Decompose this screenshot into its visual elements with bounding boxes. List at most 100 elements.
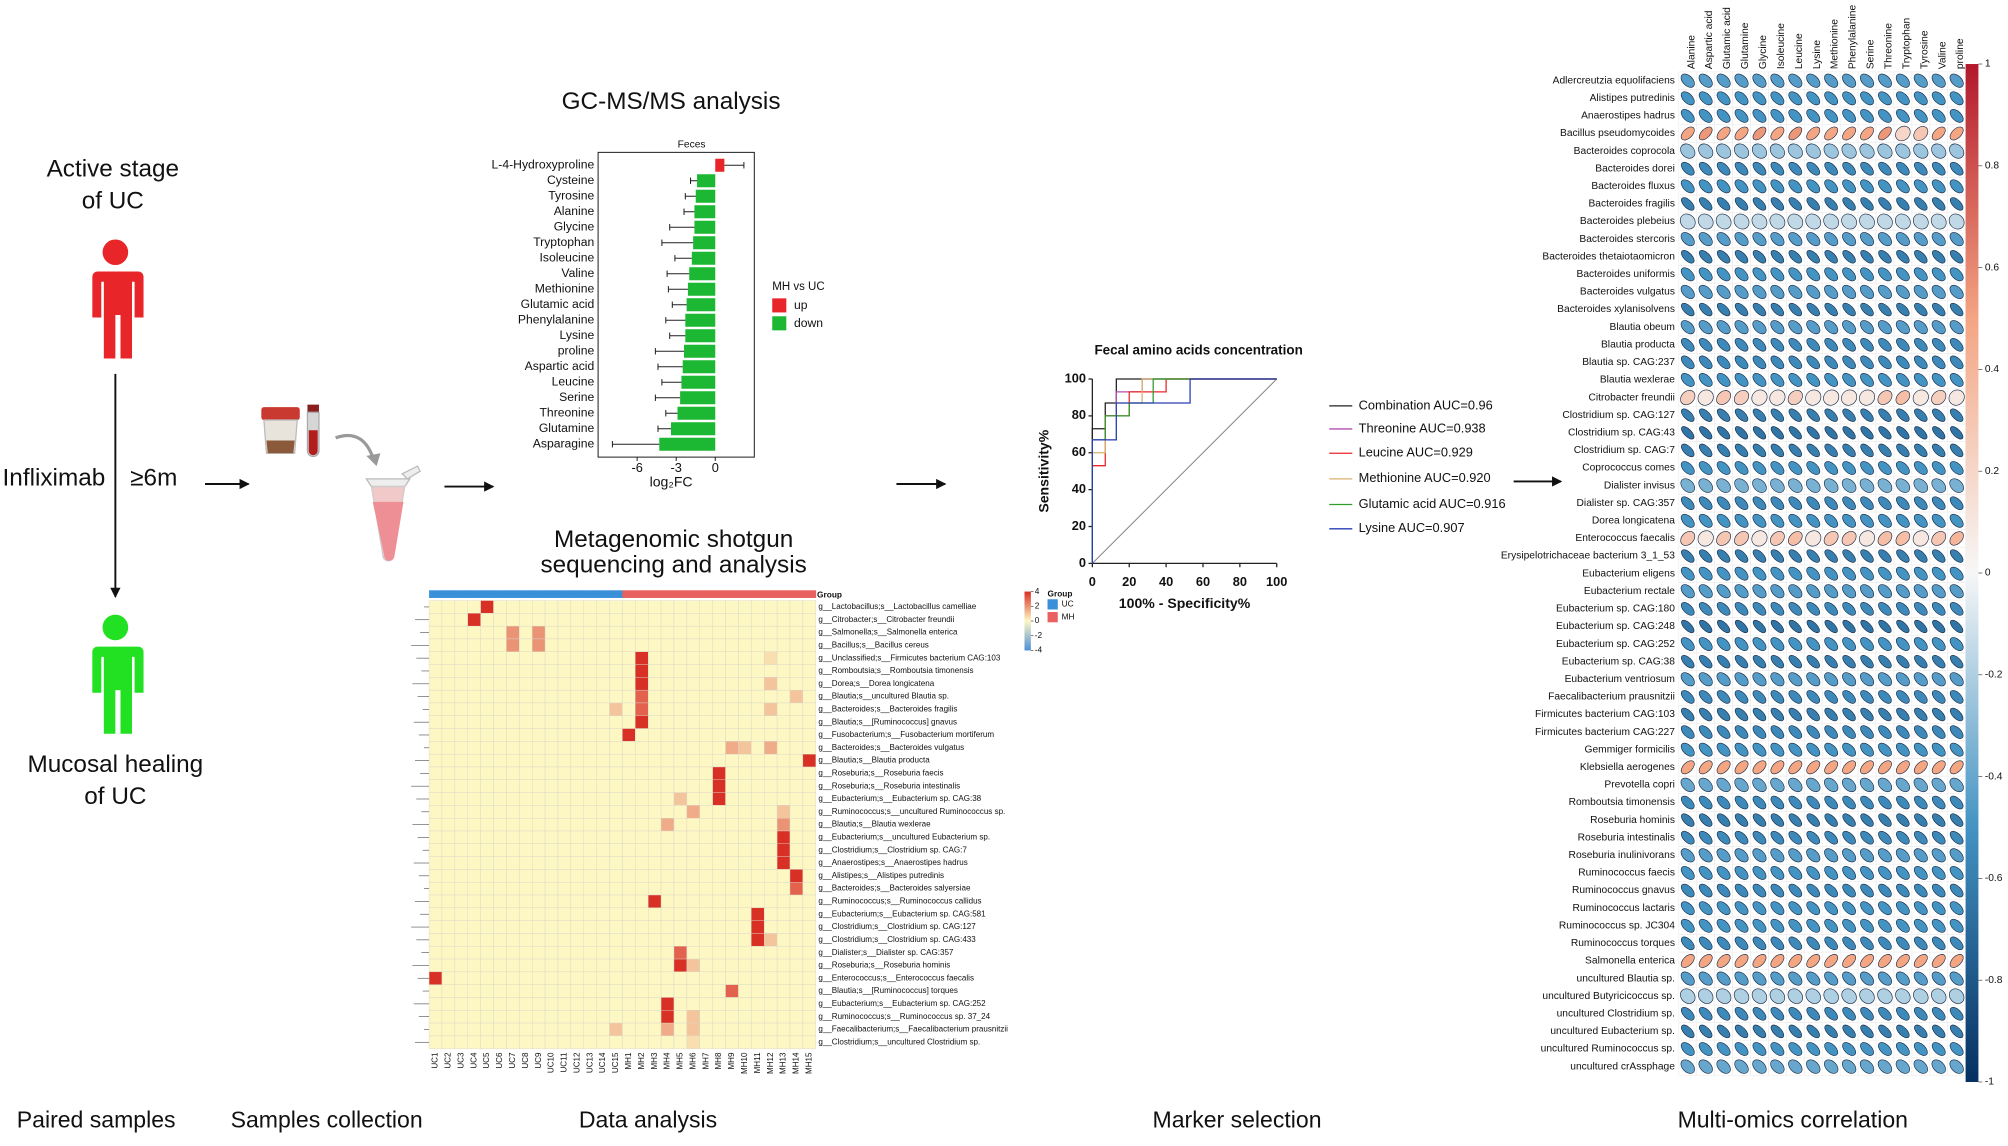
correlation-ellipse	[1859, 988, 1875, 1004]
stage-label: Mucosal healing	[28, 751, 204, 778]
correlation-ellipse	[1896, 549, 1910, 563]
correlation-ellipse	[1895, 848, 1910, 863]
column-label: UC3	[456, 1052, 465, 1069]
correlation-ellipse	[1788, 918, 1803, 933]
heatmap-cell	[789, 958, 804, 973]
heatmap-cell	[635, 664, 649, 678]
heatmap-cell	[506, 779, 520, 793]
heatmap-cell	[712, 907, 726, 921]
correlation-ellipse	[1824, 918, 1839, 933]
heatmap-cell	[596, 856, 610, 870]
correlation-ellipse	[1878, 337, 1892, 352]
heatmap-cell	[454, 702, 468, 716]
heatmap-cell	[635, 689, 649, 704]
group-bar	[570, 590, 585, 598]
heatmap-cell	[570, 792, 584, 806]
heatmap-cell	[454, 843, 468, 857]
heatmap-cell	[583, 971, 597, 985]
correlation-ellipse	[1824, 866, 1839, 880]
heatmap-cell	[480, 625, 494, 640]
heatmap-cell	[789, 805, 804, 819]
correlation-ellipse	[1842, 795, 1856, 810]
heatmap-cell	[764, 766, 778, 780]
correlation-ellipse	[1788, 250, 1803, 264]
group-bar	[725, 590, 739, 598]
heatmap-cell	[712, 1022, 726, 1037]
correlation-ellipse	[1734, 777, 1749, 793]
heatmap-cell	[467, 1010, 481, 1024]
column-label: UC15	[611, 1052, 620, 1073]
heatmap-cell	[699, 843, 713, 857]
row-label: uncultured Ruminococcus sp.	[1541, 1044, 1675, 1055]
heatmap-cell	[454, 638, 468, 652]
heatmap-cell	[622, 869, 636, 883]
heatmap-cell	[570, 984, 584, 998]
correlation-ellipse	[1698, 988, 1714, 1004]
heatmap-cell	[802, 753, 816, 768]
heatmap-cell	[596, 625, 610, 640]
heatmap-cell	[622, 958, 636, 973]
heatmap-cell	[764, 715, 778, 729]
heatmap-cell	[635, 741, 649, 755]
correlation-ellipse	[1877, 988, 1893, 1004]
row-label: g__Dialister;s__Dialister sp. CAG:357	[818, 948, 954, 957]
x-tick-label: 60	[1196, 574, 1210, 589]
correlation-ellipse	[1752, 337, 1767, 352]
heatmap-cell	[428, 869, 443, 883]
heatmap-cell	[506, 728, 520, 742]
x-tick-label: 0	[1089, 574, 1096, 589]
heatmap-cell	[570, 1022, 584, 1037]
chart-title: Metagenomic shotgun	[554, 526, 793, 553]
heatmap-cell	[712, 741, 726, 755]
correlation-ellipse	[1912, 213, 1929, 230]
heatmap-cell	[583, 792, 597, 806]
correlation-ellipse	[1949, 161, 1964, 176]
heatmap-cell	[635, 869, 649, 883]
correlation-ellipse	[1788, 126, 1803, 141]
correlation-ellipse	[1914, 197, 1928, 211]
heatmap-cell	[673, 843, 688, 857]
row-label: Firmicutes bacterium CAG:227	[1535, 727, 1675, 738]
correlation-ellipse	[1698, 971, 1713, 986]
heatmap-cell	[583, 1022, 597, 1037]
heatmap-cell	[493, 702, 507, 716]
heatmap-cell	[622, 920, 636, 934]
heatmap-cell	[441, 1010, 456, 1024]
heatmap-cell	[532, 741, 546, 755]
group-bar	[673, 590, 688, 598]
bar	[695, 189, 716, 203]
row-label: Bacteroides plebeius	[1580, 216, 1675, 227]
heatmap-cell	[609, 869, 623, 883]
heatmap-cell	[660, 664, 675, 678]
heatmap-cell	[802, 600, 816, 614]
correlation-ellipse	[1698, 936, 1713, 951]
heatmap-cell	[686, 984, 700, 998]
colorbar-label: 1	[1985, 59, 1991, 70]
chart-subtitle: Feces	[678, 139, 706, 150]
heatmap-cell	[789, 830, 804, 845]
heatmap-cell	[751, 971, 765, 985]
heatmap-cell	[441, 894, 456, 909]
correlation-ellipse	[1860, 690, 1874, 704]
colorbar-label: -0.2	[1985, 669, 2003, 680]
correlation-ellipse	[1842, 813, 1856, 827]
correlation-ellipse	[1698, 901, 1713, 916]
correlation-ellipse	[1949, 813, 1964, 827]
heatmap-cell	[764, 638, 778, 652]
heatmap-cell	[789, 753, 804, 768]
correlation-ellipse	[1752, 742, 1767, 757]
heatmap-cell	[738, 792, 752, 806]
correlation-ellipse	[1788, 408, 1803, 422]
x-tick-label: 20	[1122, 574, 1136, 589]
correlation-ellipse	[1734, 284, 1749, 299]
heatmap-cell	[622, 689, 636, 704]
heatmap-cell	[648, 1022, 662, 1037]
correlation-ellipse	[1806, 954, 1821, 968]
heatmap-cell	[532, 689, 546, 704]
group-bar	[596, 590, 610, 598]
correlation-ellipse	[1860, 426, 1874, 440]
correlation-ellipse	[1842, 566, 1857, 581]
correlation-ellipse	[1681, 619, 1695, 634]
correlation-ellipse	[1752, 795, 1767, 810]
correlation-ellipse	[1716, 232, 1731, 247]
